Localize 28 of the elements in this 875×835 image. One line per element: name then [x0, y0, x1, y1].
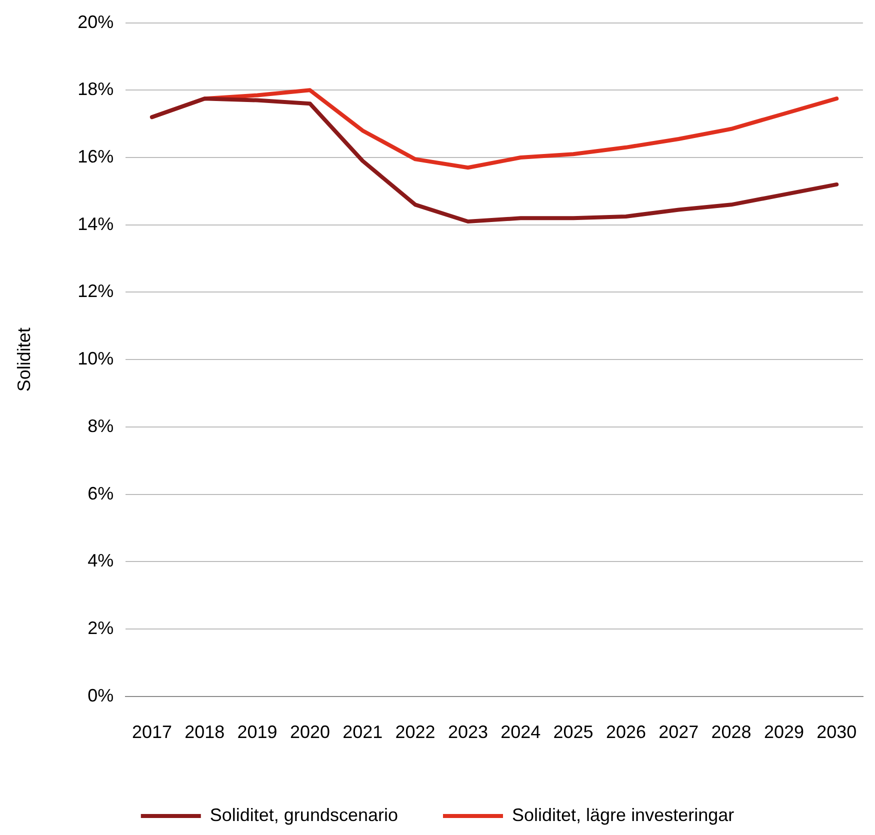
- x-tick-label: 2030: [816, 722, 857, 742]
- x-tick-label: 2019: [237, 722, 278, 742]
- legend-label: Soliditet, lägre investeringar: [512, 804, 734, 825]
- x-tick-label: 2025: [553, 722, 594, 742]
- x-tick-label: 2021: [342, 722, 383, 742]
- y-tick-label: 2%: [88, 618, 114, 638]
- x-tick-label: 2024: [500, 722, 541, 742]
- y-tick-label: 4%: [88, 550, 114, 571]
- y-tick-label: 6%: [88, 483, 114, 504]
- y-tick-label: 14%: [78, 214, 114, 234]
- y-tick-label: 8%: [88, 416, 114, 436]
- x-tick-label: 2018: [184, 722, 225, 742]
- x-tick-label: 2017: [132, 722, 172, 742]
- y-tick-label: 16%: [78, 146, 114, 166]
- legend-label: Soliditet, grundscenario: [210, 804, 398, 825]
- x-tick-label: 2027: [658, 722, 699, 742]
- x-tick-label: 2029: [764, 722, 804, 742]
- x-tick-label: 2023: [448, 722, 488, 742]
- y-tick-label: 10%: [78, 348, 114, 369]
- y-tick-label: 0%: [88, 685, 114, 706]
- y-tick-label: 20%: [78, 12, 114, 32]
- y-axis-title: Soliditet: [14, 328, 34, 392]
- x-tick-label: 2026: [606, 722, 646, 742]
- x-tick-label: 2028: [711, 722, 752, 742]
- y-tick-label: 12%: [78, 281, 114, 302]
- y-tick-label: 18%: [78, 79, 114, 100]
- x-tick-label: 2022: [395, 722, 436, 742]
- x-tick-label: 2020: [290, 722, 330, 742]
